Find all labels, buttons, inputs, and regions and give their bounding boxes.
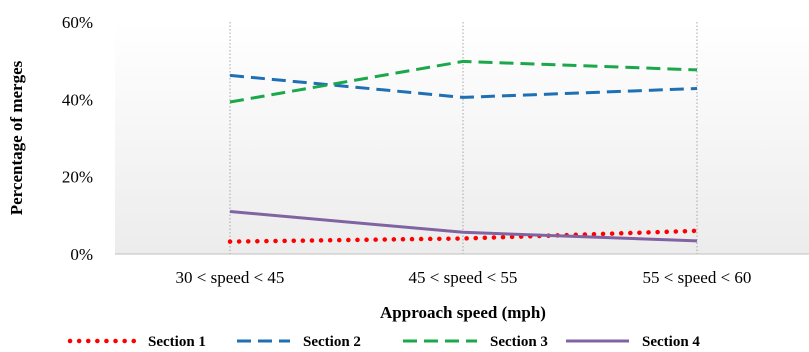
plot-area <box>115 22 809 254</box>
legend-label-section-4: Section 4 <box>642 334 700 350</box>
series-line-section-1 <box>227 228 700 244</box>
y-axis-ticks: 0% 20% 40% 60% <box>62 13 93 264</box>
series-line-section-3 <box>229 59 698 104</box>
series-line-section-4 <box>229 210 698 243</box>
x-tick-label: 55 < speed < 60 <box>643 268 752 287</box>
x-tick-label: 30 < speed < 45 <box>176 268 285 287</box>
legend-label-section-1: Section 1 <box>148 334 206 350</box>
x-tick-label: 45 < speed < 55 <box>409 268 518 287</box>
legend-label-section-2: Section 2 <box>303 334 361 350</box>
legend: Section 1 Section 2 Section 3 Section 4 <box>67 334 700 350</box>
y-tick-label: 0% <box>70 245 93 264</box>
y-tick-label: 20% <box>62 168 93 187</box>
legend-label-section-3: Section 3 <box>490 334 548 350</box>
x-axis-ticks: 30 < speed < 45 45 < speed < 55 55 < speed… <box>176 268 752 287</box>
x-axis-title: Approach speed (mph) <box>380 303 546 322</box>
y-tick-label: 40% <box>62 90 93 109</box>
series-lines <box>227 59 700 244</box>
y-axis-title: Percentage of merges <box>7 60 26 215</box>
series-line-section-2 <box>229 73 698 99</box>
y-tick-label: 60% <box>62 13 93 32</box>
